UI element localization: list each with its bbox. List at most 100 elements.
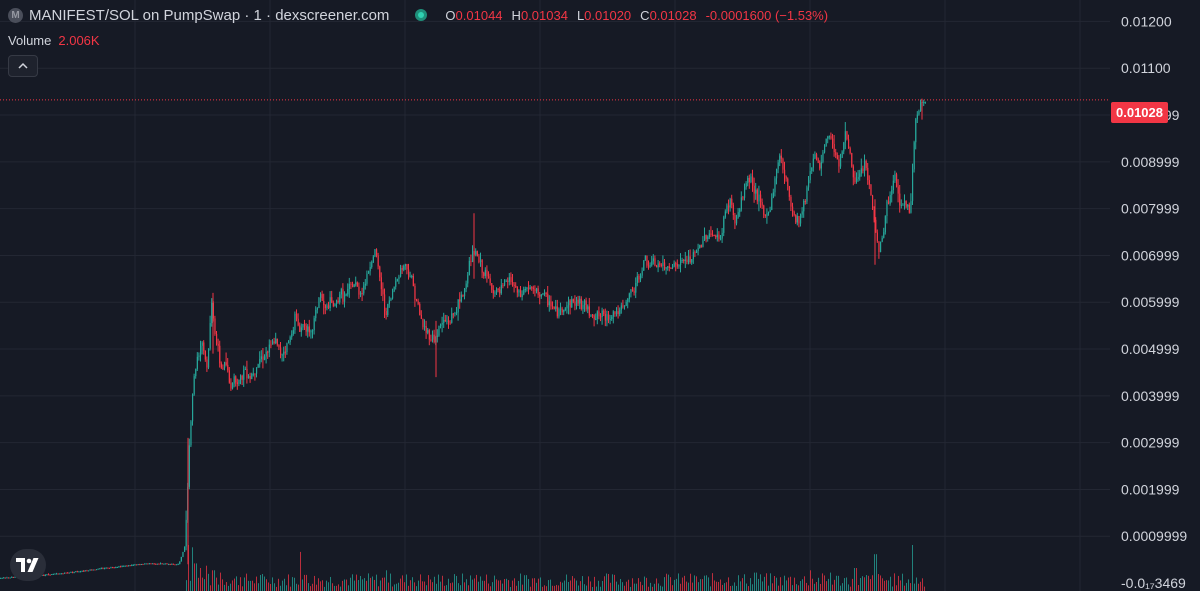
candle-body bbox=[192, 394, 194, 422]
volume-bar bbox=[806, 582, 807, 591]
candle-body bbox=[790, 196, 792, 207]
volume-bar bbox=[620, 578, 621, 591]
volume-bar bbox=[578, 585, 579, 591]
volume-bar bbox=[576, 580, 577, 591]
candle-body bbox=[316, 307, 318, 311]
volume-bar bbox=[732, 585, 733, 591]
volume-bar bbox=[284, 578, 285, 591]
candle-body bbox=[152, 563, 154, 565]
volume-bar bbox=[568, 581, 569, 591]
candle-body bbox=[91, 569, 93, 571]
volume-bar bbox=[734, 582, 735, 591]
candle-body bbox=[641, 270, 643, 276]
volume-bar bbox=[328, 582, 329, 591]
volume-bar bbox=[650, 582, 651, 591]
change-value: -0.0001600 (−1.53%) bbox=[705, 7, 829, 23]
volume-bar bbox=[712, 573, 713, 591]
candle-body bbox=[824, 146, 826, 153]
candle-body bbox=[147, 563, 149, 565]
volume-bar bbox=[338, 584, 339, 591]
volume-bar bbox=[618, 584, 619, 591]
candle-body bbox=[94, 569, 96, 571]
volume-bar bbox=[382, 577, 383, 591]
candle-body bbox=[230, 382, 232, 389]
tradingview-logo-icon[interactable] bbox=[10, 549, 46, 581]
candle-body bbox=[659, 263, 661, 265]
candle-body bbox=[204, 350, 206, 360]
candle-body bbox=[700, 245, 702, 247]
volume-bar bbox=[316, 584, 317, 591]
volume-bar bbox=[354, 580, 355, 591]
candle-body bbox=[4, 577, 6, 579]
volume-bar bbox=[908, 579, 909, 591]
candle-body bbox=[233, 376, 235, 384]
candle-body bbox=[574, 301, 576, 306]
low-key: L bbox=[576, 7, 585, 23]
chart-grid bbox=[0, 0, 1110, 591]
candle-body bbox=[539, 294, 541, 297]
candle-body bbox=[849, 148, 851, 154]
volume-bar bbox=[696, 576, 697, 591]
candle-body bbox=[457, 299, 459, 313]
candle-body bbox=[371, 262, 373, 267]
volume-bar bbox=[298, 584, 299, 591]
volume-bar bbox=[874, 554, 875, 591]
candle-body bbox=[830, 136, 832, 139]
volume-bar bbox=[520, 573, 521, 591]
candle-body bbox=[616, 311, 618, 315]
y-tick-label: 0.0009999 bbox=[1121, 528, 1187, 544]
candle-body bbox=[300, 327, 302, 332]
candle-body bbox=[515, 285, 517, 287]
volume-bar bbox=[314, 575, 315, 591]
candle-body bbox=[360, 292, 362, 295]
volume-bar bbox=[884, 580, 885, 591]
candle-body bbox=[265, 351, 267, 357]
volume-bar bbox=[224, 584, 225, 591]
candle-body bbox=[188, 445, 190, 487]
volume-bar bbox=[870, 579, 871, 591]
last-price-label: 0.01028 bbox=[1111, 102, 1168, 123]
y-tick-label: 0.01100 bbox=[1121, 60, 1171, 76]
volume-bar bbox=[370, 577, 371, 591]
candle-body bbox=[531, 287, 533, 289]
candle-body bbox=[177, 564, 179, 566]
candle-body bbox=[155, 563, 157, 565]
candle-body bbox=[747, 177, 749, 184]
candle-body bbox=[753, 185, 755, 194]
candle-body bbox=[780, 155, 782, 159]
volume-bar bbox=[614, 574, 615, 591]
candle-body bbox=[272, 341, 274, 345]
volume-bar bbox=[234, 578, 235, 591]
ohlc-legend: O 0.01044 H 0.01034 L 0.01020 C 0.01028 … bbox=[445, 8, 836, 23]
candle-body bbox=[331, 297, 333, 303]
candle-body bbox=[12, 576, 14, 578]
candle-body bbox=[291, 333, 293, 338]
volume-bar bbox=[428, 575, 429, 591]
volume-bar bbox=[822, 573, 823, 591]
candle-body bbox=[240, 375, 242, 380]
collapse-legend-button[interactable] bbox=[8, 55, 38, 77]
candle-body bbox=[483, 272, 485, 276]
volume-bar bbox=[600, 586, 601, 591]
volume-bar bbox=[418, 580, 419, 591]
candle-body bbox=[520, 290, 522, 298]
volume-bar bbox=[246, 573, 247, 591]
symbol-title[interactable]: MANIFEST/SOL on PumpSwap · 1 · dexscreen… bbox=[29, 6, 390, 24]
volume-bar bbox=[362, 579, 363, 591]
candle-body bbox=[635, 282, 637, 293]
candle-body bbox=[507, 280, 509, 282]
volume-bar bbox=[496, 579, 497, 591]
volume-bar bbox=[628, 579, 629, 591]
candle-body bbox=[456, 312, 458, 314]
candle-body bbox=[779, 155, 781, 163]
candle-body bbox=[115, 567, 117, 569]
volume-bar bbox=[264, 576, 265, 591]
candle-body bbox=[356, 282, 358, 287]
volume-bar bbox=[788, 577, 789, 591]
candle-body bbox=[260, 356, 262, 360]
candle-body bbox=[704, 235, 706, 241]
chart-header: M MANIFEST/SOL on PumpSwap · 1 · dexscre… bbox=[8, 5, 836, 25]
candle-body bbox=[603, 310, 605, 315]
candle-body bbox=[470, 260, 472, 262]
